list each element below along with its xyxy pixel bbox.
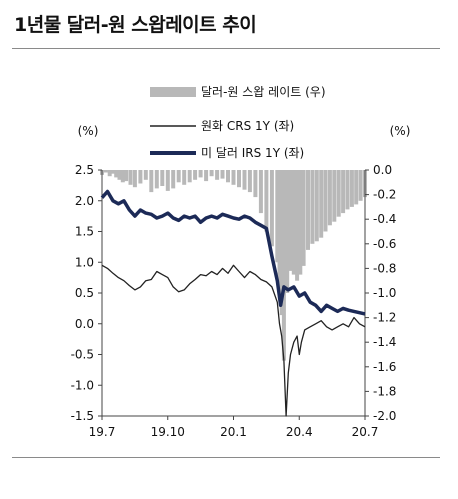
left-axis-tick-label: 1.0 <box>75 255 94 269</box>
swap-rate-bar <box>341 170 346 214</box>
swap-rate-bar <box>298 170 303 275</box>
swap-rate-bar <box>226 170 230 183</box>
swap-rate-bar <box>138 170 143 184</box>
swap-rate-bar <box>165 170 170 191</box>
legend-label-usd-irs: 미 달러 IRS 1Y (좌) <box>201 146 304 160</box>
swap-rate-bar <box>204 170 209 182</box>
swap-rate-bar <box>154 170 159 189</box>
right-axis-tick-label: -1.2 <box>373 311 396 325</box>
bottom-rule <box>12 457 440 458</box>
x-axis-tick-label: 19.10 <box>151 425 185 439</box>
swap-rate-bar <box>345 170 350 210</box>
swap-rate-bar <box>242 170 247 190</box>
swap-rate-bar <box>215 170 220 180</box>
swap-rate-bar <box>187 170 192 183</box>
left-axis-tick-label: -1.5 <box>71 409 94 423</box>
right-axis-tick-label: -0.8 <box>373 261 396 275</box>
swap-rate-bar <box>160 170 165 186</box>
swap-rate-bar <box>253 170 258 198</box>
swap-rate-bar <box>319 170 324 238</box>
legend: 달러-원 스왑 레이트 (우) 원화 CRS 1Y (좌) 미 달러 IRS 1… <box>150 85 326 160</box>
swap-rate-bar <box>349 170 354 207</box>
swap-rate-bar <box>171 170 176 189</box>
swap-rate-bar <box>323 170 328 232</box>
swap-rate-bar <box>264 170 269 232</box>
swap-rate-bar <box>111 170 115 174</box>
swap-rate-bar <box>332 170 337 222</box>
x-axis-tick-label: 19.7 <box>89 425 116 439</box>
swap-rate-bar <box>279 170 284 316</box>
left-axis-tick-label: 2.0 <box>75 194 94 208</box>
series-lines <box>100 189 366 417</box>
x-axis-tick-label: 20.1 <box>220 425 247 439</box>
swap-rate-bar <box>128 170 133 185</box>
left-axis-tick-label: 0.0 <box>75 317 94 331</box>
left-axis-tick-label: -1.0 <box>71 378 94 392</box>
swap-rate-bar <box>114 170 119 178</box>
left-axis-unit: (%) <box>78 124 99 138</box>
legend-swatch-swap-bars <box>150 87 196 97</box>
swap-rate-bar <box>132 170 137 188</box>
krw-crs-line <box>101 264 366 417</box>
right-axis-unit: (%) <box>390 124 411 138</box>
right-axis-tick-label: -1.0 <box>373 286 396 300</box>
swap-rate-bar <box>193 170 198 180</box>
swap-rate-bar <box>149 170 154 193</box>
swap-rate-bar <box>220 170 225 179</box>
right-axis-tick-label: -0.6 <box>373 237 396 251</box>
swap-rate-bar <box>285 170 290 293</box>
swap-rate-bar <box>358 170 363 201</box>
swap-rate-bar <box>295 170 300 281</box>
x-axis-tick-label: 20.7 <box>352 425 379 439</box>
swap-rate-bar <box>237 170 241 188</box>
x-axis-tick-label: 20.4 <box>286 425 313 439</box>
right-axis-tick-label: -1.8 <box>373 384 396 398</box>
swap-rate-bar <box>281 170 286 361</box>
usd-irs-line <box>100 189 366 316</box>
right-axis-tick-label: -2.0 <box>373 409 396 423</box>
swap-rate-bar <box>198 170 203 178</box>
swap-rate-bar <box>277 170 282 287</box>
swap-rate-bar <box>231 170 236 185</box>
swap-rate-bar <box>269 170 274 247</box>
left-axis-tick-label: -0.5 <box>71 348 94 362</box>
right-axis-tick-label: -0.4 <box>373 212 396 226</box>
left-axis-tick-label: 1.5 <box>75 225 94 239</box>
swap-rate-bar <box>310 170 315 244</box>
swap-rate-bar <box>314 170 319 242</box>
top-rule <box>12 48 440 49</box>
swap-rate-bar <box>182 170 187 185</box>
tick-labels: 2.5 2.0 1.5 1.0 0.5 0.0 -0.5 -1.0 -1.5 0.0 -0.2 -0.… <box>71 163 397 439</box>
swap-rate-bar <box>107 170 112 177</box>
swap-rate-bar <box>247 170 252 193</box>
swap-rate-bar <box>275 170 280 263</box>
right-axis-tick-label: -1.4 <box>373 335 396 349</box>
swap-rate-bar <box>354 170 359 205</box>
right-axis-tick-label: 0.0 <box>373 163 392 177</box>
swap-rate-bar <box>291 170 296 275</box>
swap-rate-bar <box>209 170 214 177</box>
right-axis-tick-label: -1.6 <box>373 360 396 374</box>
chart-title: 1년물 달러-원 스왑레이트 추이 <box>14 14 257 36</box>
swap-rate-bar <box>176 170 181 183</box>
swap-rate-bar <box>301 170 306 266</box>
swap-rate-bar <box>288 170 293 271</box>
swap-rate-bar <box>120 170 125 183</box>
swap-rate-bar <box>258 170 263 214</box>
legend-label-swap: 달러-원 스왑 레이트 (우) <box>201 85 326 99</box>
swap-rate-bar <box>143 170 148 180</box>
left-axis-tick-label: 2.5 <box>75 163 94 177</box>
legend-label-krw-crs: 원화 CRS 1Y (좌) <box>201 119 294 133</box>
swap-rate-bar <box>327 170 332 226</box>
swap-rate-bar <box>306 170 310 250</box>
left-axis-tick-label: 0.5 <box>75 286 94 300</box>
swap-rate-bar <box>124 170 129 182</box>
swap-rate-bar <box>103 170 108 173</box>
right-axis-tick-label: -0.2 <box>373 188 396 202</box>
swap-rate-bar <box>336 170 341 217</box>
swap-rate-bar <box>117 170 122 180</box>
